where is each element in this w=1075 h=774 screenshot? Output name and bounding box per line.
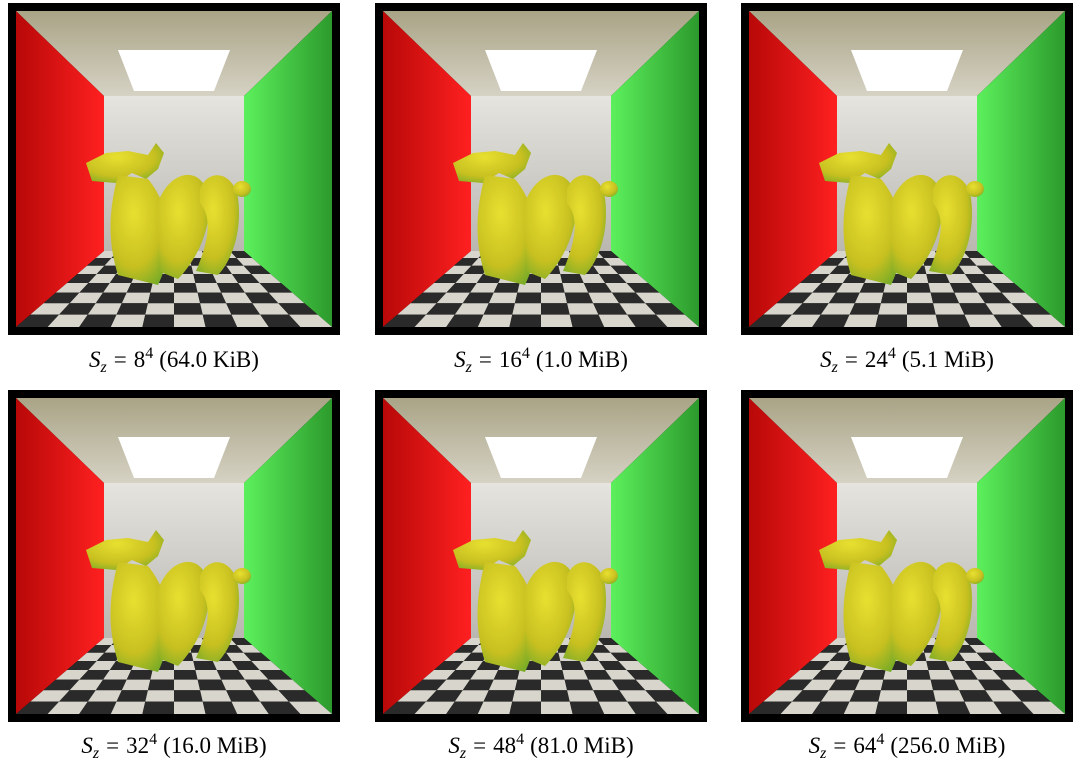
size: (256.0 MiB) bbox=[890, 733, 1005, 758]
caption: Sz = 164 (1.0 MiB) bbox=[454, 345, 628, 376]
caption: Sz = 644 (256.0 MiB) bbox=[809, 731, 1006, 762]
rendered-image bbox=[741, 390, 1073, 722]
subscript: z bbox=[831, 359, 839, 376]
subscript: z bbox=[92, 745, 100, 762]
relation: = bbox=[473, 733, 486, 758]
rendered-image bbox=[8, 390, 340, 722]
caption: Sz = 84 (64.0 KiB) bbox=[89, 345, 259, 376]
base: 32 bbox=[126, 733, 149, 758]
exponent: 4 bbox=[876, 731, 884, 748]
relation: = bbox=[833, 733, 846, 758]
exponent: 4 bbox=[522, 345, 530, 362]
exponent: 4 bbox=[888, 345, 896, 362]
symbol: S bbox=[809, 733, 821, 758]
base: 64 bbox=[853, 733, 877, 758]
subscript: z bbox=[100, 359, 108, 376]
rendered-image bbox=[741, 3, 1073, 335]
size: (16.0 MiB) bbox=[163, 733, 267, 758]
exponent: 4 bbox=[149, 731, 157, 748]
symbol: S bbox=[89, 347, 101, 372]
caption: Sz = 244 (5.1 MiB) bbox=[820, 345, 994, 376]
size: (81.0 MiB) bbox=[530, 733, 634, 758]
relation: = bbox=[106, 733, 119, 758]
size: (1.0 MiB) bbox=[536, 347, 628, 372]
exponent: 4 bbox=[145, 345, 153, 362]
size: (64.0 KiB) bbox=[159, 347, 259, 372]
relation: = bbox=[114, 347, 127, 372]
rendered-image bbox=[375, 3, 707, 335]
rendered-image bbox=[375, 390, 707, 722]
rendered-image bbox=[8, 3, 340, 335]
base: 8 bbox=[134, 347, 146, 372]
base: 48 bbox=[493, 733, 516, 758]
caption: Sz = 324 (16.0 MiB) bbox=[81, 731, 266, 762]
symbol: S bbox=[454, 347, 466, 372]
base: 24 bbox=[865, 347, 889, 372]
symbol: S bbox=[81, 733, 93, 758]
caption: Sz = 484 (81.0 MiB) bbox=[448, 731, 633, 762]
figure: Sz=84(64.0 KiB)Sz=164(1.0 MiB)Sz=244(5.1… bbox=[0, 0, 1075, 774]
base: 16 bbox=[499, 347, 522, 372]
relation: = bbox=[479, 347, 492, 372]
relation: = bbox=[845, 347, 858, 372]
subscript: z bbox=[459, 745, 467, 762]
symbol: S bbox=[448, 733, 460, 758]
subscript: z bbox=[465, 359, 473, 376]
subscript: z bbox=[819, 745, 827, 762]
exponent: 4 bbox=[516, 731, 524, 748]
symbol: S bbox=[820, 347, 832, 372]
size: (5.1 MiB) bbox=[902, 347, 994, 372]
